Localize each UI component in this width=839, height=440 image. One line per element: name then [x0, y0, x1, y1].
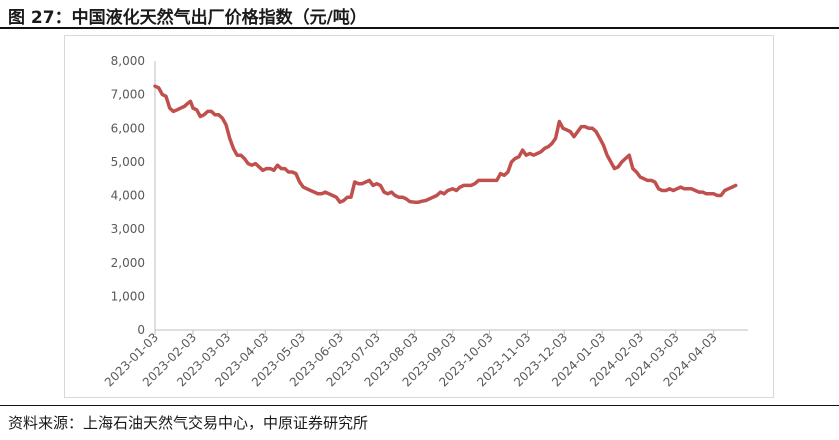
series-line: [153, 84, 738, 204]
bottom-divider: [0, 405, 839, 406]
y-tick-label: 0: [137, 323, 145, 337]
y-tick-label: 2,000: [111, 256, 145, 270]
top-divider: [0, 27, 839, 29]
plot-area: [153, 84, 738, 204]
y-tick-label: 1,000: [111, 289, 145, 303]
y-tick-label: 3,000: [111, 222, 145, 236]
source-note: 资料来源：上海石油天然气交易中心，中原证券研究所: [8, 414, 369, 432]
y-tick-label: 8,000: [111, 54, 145, 68]
chart-frame: [64, 35, 774, 398]
y-tick-label: 5,000: [111, 155, 145, 169]
y-tick-label: 7,000: [111, 88, 145, 102]
y-tick-label: 4,000: [111, 189, 145, 203]
x-axis: 2023-01-032023-02-032023-03-032023-04-03…: [102, 329, 748, 389]
y-tick-label: 6,000: [111, 121, 145, 135]
page-title: 图 27：中国液化天然气出厂价格指数（元/吨）: [8, 8, 367, 28]
y-axis: 0 1,000 2,000 3,000 4,000 5,000 6,000 7,000 8,00…: [111, 54, 156, 337]
line-chart: 0 1,000 2,000 3,000 4,000 5,000 6,000 7,000 8,00…: [102, 54, 748, 389]
